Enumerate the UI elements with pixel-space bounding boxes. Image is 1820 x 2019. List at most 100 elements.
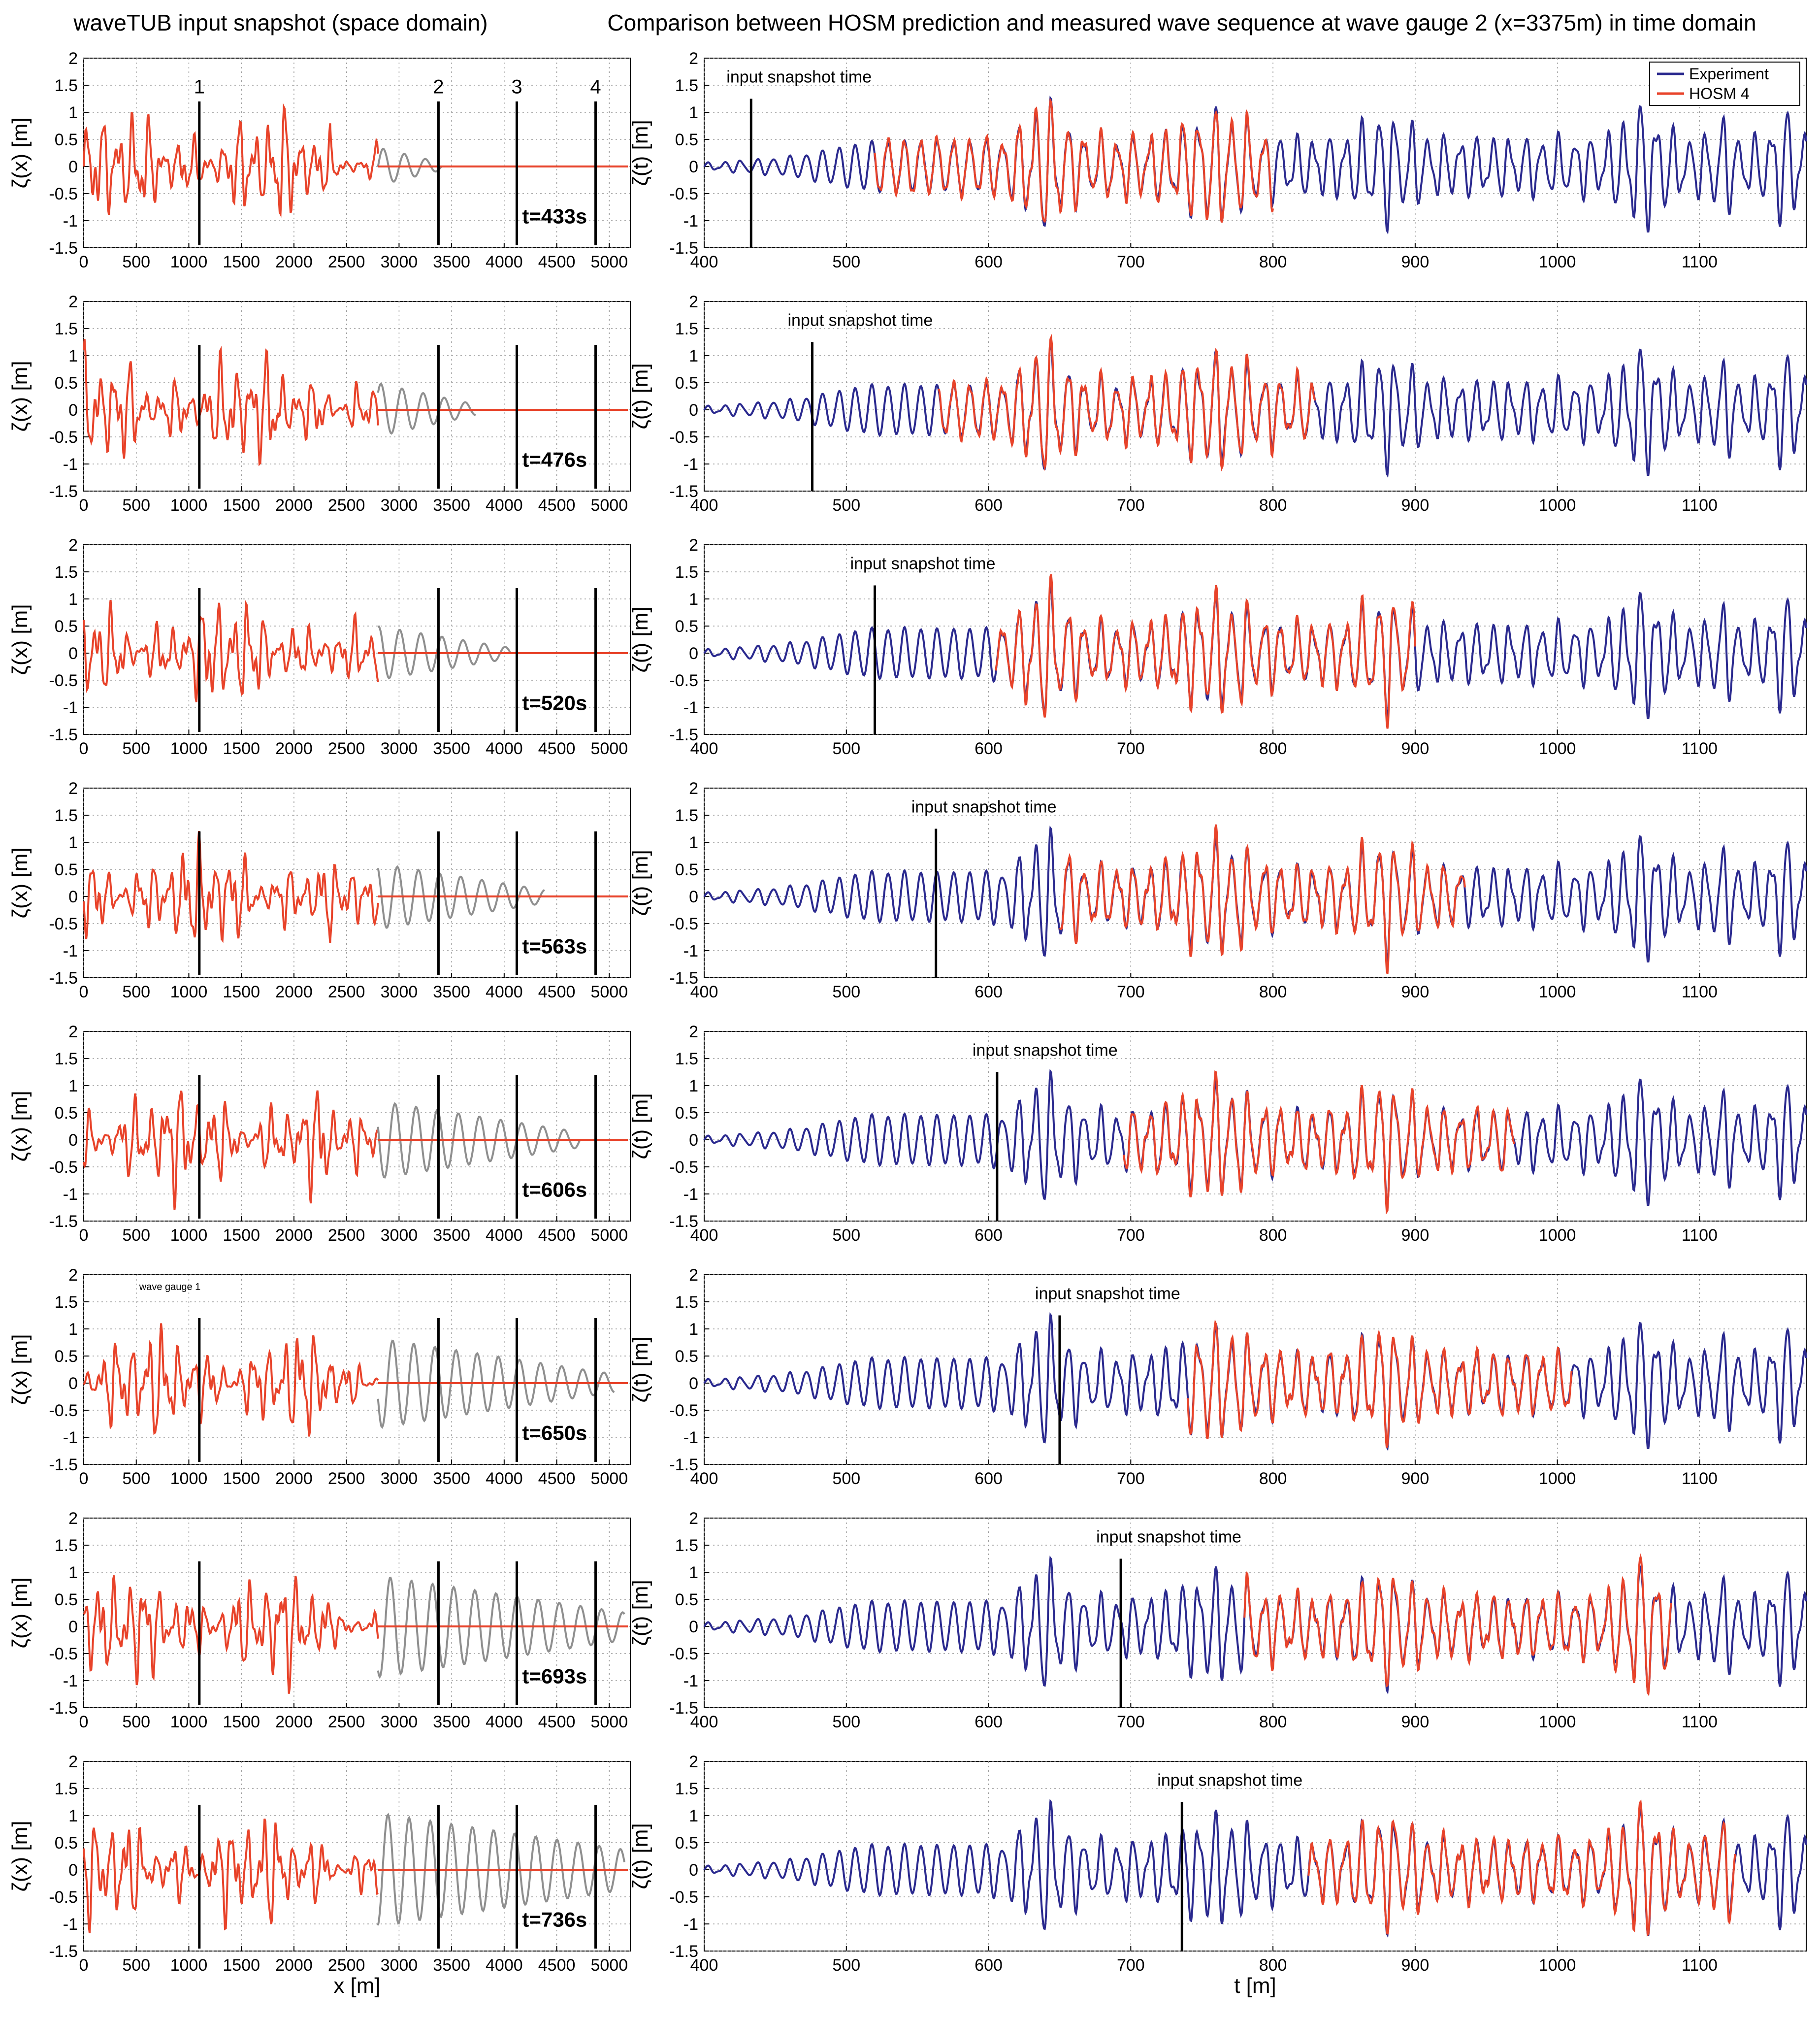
- y-axis-label: ζ(x) [m]: [8, 117, 32, 188]
- x-tick-label: 1000: [1539, 1956, 1576, 1975]
- y-tick-label: -1: [63, 1915, 78, 1934]
- y-tick-label: 1.5: [675, 1536, 698, 1555]
- time-panel-1: 400 500 600 700 800 900 1000 1100 -1.5 -1 -0.5 0 0.5…: [628, 49, 1807, 271]
- input-wave-series: [83, 338, 379, 466]
- y-tick-label: 1: [68, 833, 78, 852]
- x-tick-label: 5000: [590, 496, 628, 515]
- y-tick-label: 2: [68, 1509, 78, 1528]
- y-tick-label: 2: [689, 1753, 698, 1771]
- y-tick-label: -0.5: [669, 1158, 698, 1177]
- y-tick-label: -1.5: [669, 239, 698, 258]
- space-panel-4: 0 500 1000 1500 2000 2500 3000 3500 4000 4500 5000…: [8, 779, 631, 1001]
- y-axis-label: ζ(t) [m]: [628, 120, 652, 186]
- x-tick-label: 3500: [433, 983, 470, 1001]
- x-tick-label: 800: [1259, 496, 1287, 515]
- x-tick-label: 2000: [275, 1713, 313, 1731]
- y-tick-label: -0.5: [669, 1888, 698, 1907]
- y-tick-label: -0.5: [49, 671, 78, 690]
- x-tick-label: 3000: [381, 983, 418, 1001]
- input-wave-series: [83, 1090, 379, 1210]
- x-tick-label: 2500: [328, 496, 365, 515]
- x-tick-label: 1500: [223, 1713, 260, 1731]
- y-tick-label: 2: [68, 779, 78, 798]
- y-tick-label: 1.5: [55, 320, 78, 338]
- plot-frame: [83, 301, 631, 492]
- y-tick-label: 0.5: [675, 1834, 698, 1853]
- y-tick-label: -0.5: [49, 1158, 78, 1177]
- propagated-wave-series: [377, 1339, 615, 1429]
- x-tick-label: 0: [79, 496, 89, 515]
- y-axis-label: ζ(t) [m]: [628, 1336, 652, 1402]
- x-tick-label: 5000: [590, 983, 628, 1001]
- x-tick-label: 1000: [170, 1713, 208, 1731]
- x-tick-label: 3000: [381, 739, 418, 758]
- x-tick-label: 500: [122, 739, 150, 758]
- snapshot-time-label: t=520s: [522, 692, 587, 715]
- snapshot-time-label: t=476s: [522, 448, 587, 471]
- x-tick-label: 700: [1117, 1469, 1145, 1488]
- y-tick-label: 2: [689, 1023, 698, 1041]
- legend-label-hosm: HOSM 4: [1689, 85, 1750, 102]
- plot-frame: [83, 1274, 631, 1465]
- x-tick-label: 700: [1117, 1956, 1145, 1975]
- x-tick-label: 3500: [433, 496, 470, 515]
- y-tick-label: -1.5: [49, 1456, 78, 1474]
- propagated-wave-series: [377, 383, 476, 435]
- y-axis-label: ζ(t) [m]: [628, 1580, 652, 1646]
- snapshot-time-annotation: input snapshot time: [1157, 1771, 1302, 1790]
- y-tick-label: 2: [68, 536, 78, 555]
- experiment-series: [703, 1312, 1807, 1452]
- x-tick-label: 2500: [328, 1469, 365, 1488]
- legend-box: [1649, 62, 1800, 106]
- space-panel-5: 0 500 1000 1500 2000 2500 3000 3500 4000 4500 5000…: [8, 1023, 631, 1245]
- y-tick-label: 1.5: [675, 563, 698, 582]
- x-tick-label: 500: [832, 1226, 860, 1245]
- x-tick-label: 700: [1117, 1226, 1145, 1245]
- plot-frame: [704, 1031, 1807, 1222]
- space-panel-3: 0 500 1000 1500 2000 2500 3000 3500 4000 4500 5000…: [8, 536, 631, 758]
- y-tick-label: -0.5: [49, 1401, 78, 1420]
- y-tick-label: -1: [63, 698, 78, 717]
- x-tick-label: 3500: [433, 253, 470, 271]
- panels: 0 500 1000 1500 2000 2500 3000 3500 4000 4500 5000…: [8, 49, 1807, 1998]
- snapshot-time-label: t=563s: [522, 935, 587, 958]
- x-tick-label: 1000: [170, 253, 208, 271]
- x-tick-label: 1100: [1682, 739, 1718, 758]
- x-tick-label: 3500: [433, 739, 470, 758]
- x-tick-label: 2500: [328, 1956, 365, 1975]
- x-tick-label: 2000: [275, 1469, 313, 1488]
- x-tick-label: 800: [1259, 1713, 1287, 1731]
- y-tick-label: 1: [68, 1077, 78, 1095]
- y-tick-label: 2: [689, 779, 698, 798]
- x-tick-label: 0: [79, 983, 89, 1001]
- x-tick-label: 1000: [1539, 1469, 1576, 1488]
- x-tick-label: 400: [690, 496, 718, 515]
- snapshot-time-label: t=433s: [522, 205, 587, 228]
- y-tick-label: 0.5: [675, 1590, 698, 1609]
- y-tick-label: -1.5: [669, 482, 698, 501]
- x-tick-label: 1000: [1539, 496, 1576, 515]
- x-tick-label: 1000: [170, 983, 208, 1001]
- x-tick-label: 3500: [433, 1713, 470, 1731]
- y-tick-label: -1.5: [49, 969, 78, 988]
- x-tick-label: 5000: [590, 253, 628, 271]
- y-tick-label: 2: [68, 293, 78, 311]
- plot-frame: [704, 301, 1807, 492]
- y-tick-label: -1.5: [49, 1942, 78, 1961]
- x-tick-label: 4500: [538, 1713, 576, 1731]
- space-panel-2: 0 500 1000 1500 2000 2500 3000 3500 4000 4500 5000…: [8, 293, 631, 515]
- y-tick-label: -1: [63, 455, 78, 474]
- input-wave-series: [83, 1818, 379, 1933]
- x-tick-label: 1100: [1682, 253, 1718, 271]
- y-tick-label: 1.5: [55, 806, 78, 825]
- x-tick-label: 600: [975, 1469, 1003, 1488]
- x-tick-label: 800: [1259, 739, 1287, 758]
- y-tick-label: 0: [68, 158, 78, 176]
- snapshot-time-label: t=606s: [522, 1178, 587, 1201]
- input-wave-series: [83, 1323, 379, 1437]
- x-tick-label: 500: [122, 1226, 150, 1245]
- snapshot-time-annotation: input snapshot time: [726, 68, 872, 87]
- x-tick-label: 3500: [433, 1956, 470, 1975]
- y-tick-label: -1.5: [669, 726, 698, 744]
- x-tick-label: 2500: [328, 739, 365, 758]
